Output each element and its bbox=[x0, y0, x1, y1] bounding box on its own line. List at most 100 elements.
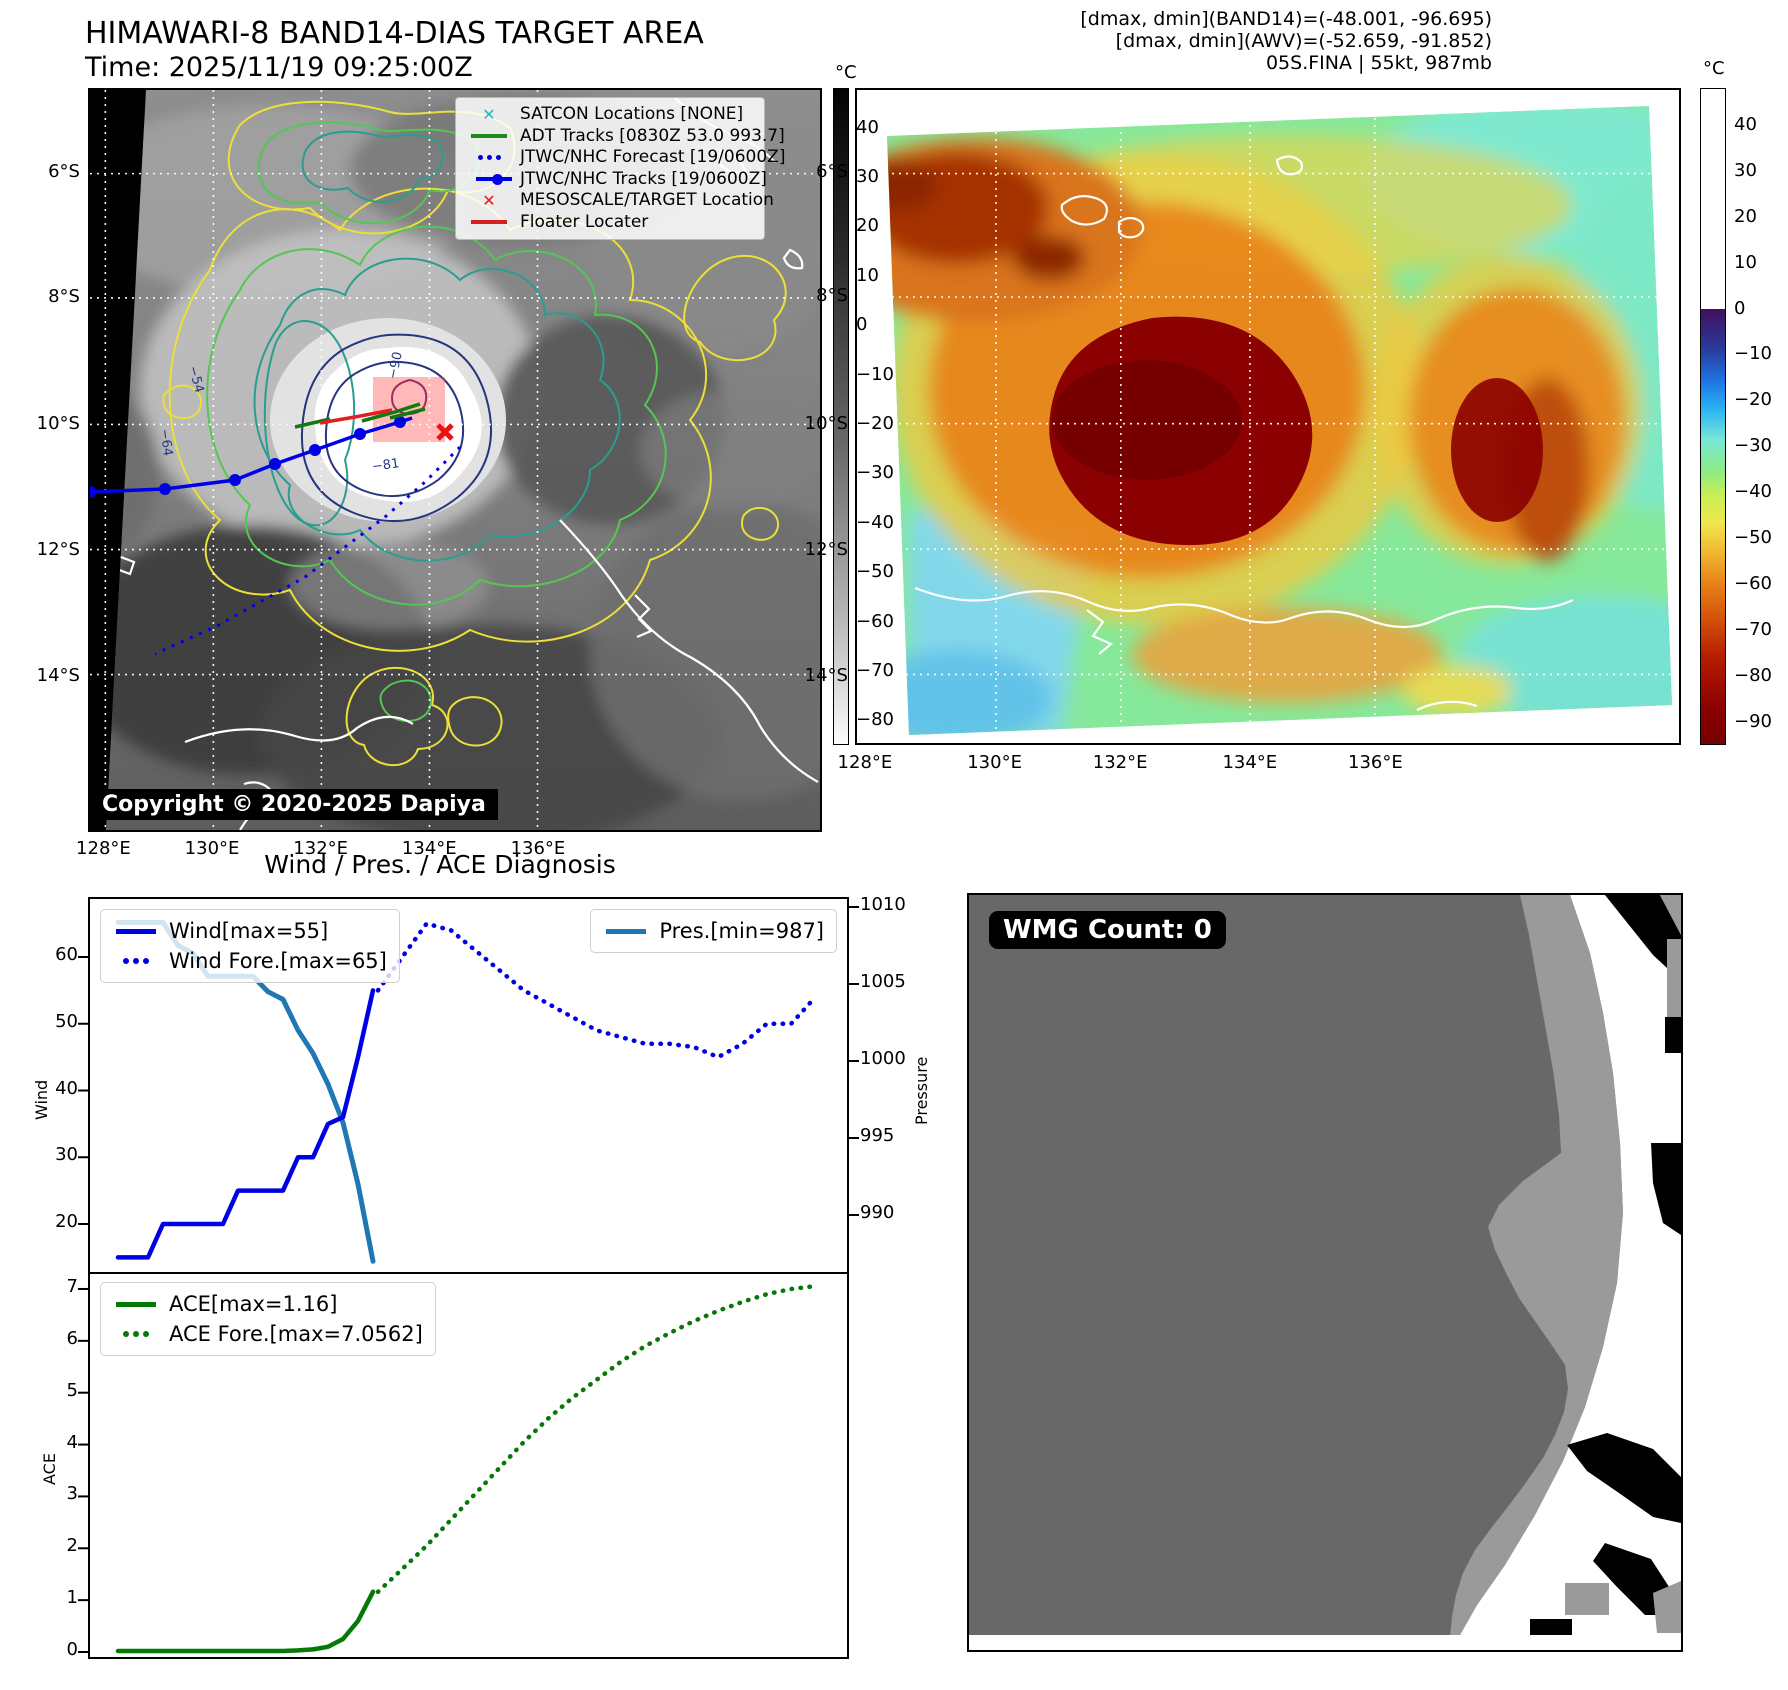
left-map-lat-tick: 14°S bbox=[37, 665, 80, 686]
map-legend-item-4-label: MESOSCALE/TARGET Location bbox=[520, 190, 774, 212]
ace-tick: 4 bbox=[67, 1432, 78, 1453]
pressure-tick: 1005 bbox=[860, 971, 906, 992]
map-legend-item-2-label: JTWC/NHC Forecast [19/0600Z] bbox=[520, 147, 785, 169]
ace-tick: 2 bbox=[67, 1535, 78, 1556]
pressure-tick: 1000 bbox=[860, 1048, 906, 1069]
ace-axis-label: ACE bbox=[40, 1453, 59, 1485]
ace-fore-legend-item-label: ACE Fore.[max=7.0562] bbox=[169, 1319, 423, 1349]
band14-colorbar-tick: −70 bbox=[856, 660, 894, 681]
wind-fore-legend-item-label: Wind Fore.[max=65] bbox=[169, 946, 387, 976]
awv-colorbar-tick: −30 bbox=[1734, 435, 1772, 456]
left-map-lon-tick: 130°E bbox=[185, 838, 240, 859]
x-marker-icon: ✕ bbox=[466, 190, 512, 212]
line-sample-icon bbox=[113, 929, 159, 934]
map-legend-item-5: Floater Locater bbox=[466, 212, 754, 234]
pres-legend-item-label: Pres.[min=987] bbox=[659, 916, 824, 946]
ace-legend: ACE[max=1.16]ACE Fore.[max=7.0562] bbox=[100, 1282, 436, 1356]
pressure-tick: 1010 bbox=[860, 894, 906, 915]
x-marker-icon: ✕ bbox=[466, 104, 512, 126]
ace-tick: 5 bbox=[67, 1380, 78, 1401]
left-map-lon-tick: 134°E bbox=[402, 838, 457, 859]
wind-fore-legend-item: Wind Fore.[max=65] bbox=[113, 946, 387, 976]
awv-colorbar-tick: −80 bbox=[1734, 665, 1772, 686]
right-map-lat-tick: 10°S bbox=[805, 413, 848, 434]
map-legend-item-3-label: JTWC/NHC Tracks [19/0600Z] bbox=[520, 169, 767, 191]
right-map-lon-tick: 130°E bbox=[967, 752, 1022, 773]
wmg-mask-panel[interactable]: WMG Count: 0 bbox=[967, 893, 1683, 1652]
timestamp-label: Time: 2025/11/19 09:25:00Z bbox=[85, 52, 473, 83]
storm-id-intensity-label: 05S.FINA | 55kt, 987mb bbox=[1266, 52, 1492, 74]
line-dot-sample-icon bbox=[466, 174, 512, 185]
line-sample-icon bbox=[466, 134, 512, 138]
right-map-lon-tick: 128°E bbox=[838, 752, 893, 773]
left-map-lon-tick: 136°E bbox=[511, 838, 566, 859]
dmax-dmin-band14-label: [dmax, dmin](BAND14)=(-48.001, -96.695) bbox=[1080, 8, 1492, 30]
right-map-lat-tick: 6°S bbox=[816, 161, 848, 182]
wind-tick: 40 bbox=[55, 1078, 78, 1099]
pressure-axis-label: Pressure bbox=[912, 1057, 931, 1125]
band14-colorbar-tick: −50 bbox=[856, 561, 894, 582]
left-map-lat-tick: 8°S bbox=[48, 286, 80, 307]
ace-fore-legend-item: ACE Fore.[max=7.0562] bbox=[113, 1319, 423, 1349]
wind-axis-label: Wind bbox=[32, 1080, 51, 1120]
right-map-lat-tick: 8°S bbox=[816, 285, 848, 306]
wind-tick: 30 bbox=[55, 1144, 78, 1165]
pressure-tick: 990 bbox=[860, 1202, 894, 1223]
right-map-lon-tick: 132°E bbox=[1093, 752, 1148, 773]
map-legend: ✕ SATCON Locations [NONE]ADT Tracks [0830… bbox=[455, 97, 765, 240]
awv-colorbar-tick: 30 bbox=[1734, 160, 1757, 181]
awv-colorbar-tick: −50 bbox=[1734, 527, 1772, 548]
wind-legend-item-label: Wind[max=55] bbox=[169, 916, 328, 946]
wind-tick: 20 bbox=[55, 1211, 78, 1232]
coldest-inner-blob bbox=[1052, 360, 1242, 480]
awv-color-map[interactable] bbox=[855, 88, 1681, 745]
awv-colorbar-tick: −40 bbox=[1734, 481, 1772, 502]
band14-colorbar-tick: −80 bbox=[856, 709, 894, 730]
right-map-lat-tick: 12°S bbox=[805, 539, 848, 560]
awv-colorbar-tick: 40 bbox=[1734, 114, 1757, 135]
cold-blob-right bbox=[1451, 378, 1543, 522]
awv-colorbar-tick: −70 bbox=[1734, 619, 1772, 640]
band14-colorbar-unit: °C bbox=[835, 62, 857, 83]
wmg-mask-art bbox=[969, 895, 1681, 1650]
ace-legend-item: ACE[max=1.16] bbox=[113, 1289, 423, 1319]
map-legend-item-0-label: SATCON Locations [NONE] bbox=[520, 104, 743, 126]
left-map-lat-tick: 12°S bbox=[37, 539, 80, 560]
wind-legend-item: Wind[max=55] bbox=[113, 916, 387, 946]
line-sample-icon bbox=[603, 929, 649, 934]
band14-colorbar-tick: 20 bbox=[856, 215, 879, 236]
dmax-dmin-awv-label: [dmax, dmin](AWV)=(-52.659, -91.852) bbox=[1116, 30, 1492, 52]
mesoscale-target-box bbox=[373, 377, 445, 442]
band14-colorbar-tick: −20 bbox=[856, 413, 894, 434]
wmg-bottom-strip bbox=[969, 1635, 1681, 1650]
right-map-lat-tick: 14°S bbox=[805, 665, 848, 686]
map-legend-item-1-label: ADT Tracks [0830Z 53.0 993.7] bbox=[520, 126, 785, 148]
pressure-legend: Pres.[min=987] bbox=[590, 909, 837, 953]
awv-colorbar-tick: 20 bbox=[1734, 206, 1757, 227]
page-title: HIMAWARI-8 BAND14-DIAS TARGET AREA bbox=[85, 16, 704, 51]
line-sample-icon bbox=[466, 220, 512, 224]
copyright-label: Copyright © 2020-2025 Dapiya bbox=[90, 789, 498, 820]
awv-colorbar-unit: °C bbox=[1703, 58, 1725, 79]
band14-colorbar-tick: 30 bbox=[856, 166, 879, 187]
awv-map-art bbox=[857, 90, 1679, 743]
left-map-lat-tick: 10°S bbox=[37, 413, 80, 434]
band14-ir-map[interactable]: ✕ SATCON Locations [NONE]ADT Tracks [0830… bbox=[88, 88, 822, 832]
wind-pressure-chart[interactable]: Wind[max=55]Wind Fore.[max=65] Pres.[min… bbox=[88, 897, 849, 1276]
map-legend-item-2: JTWC/NHC Forecast [19/0600Z] bbox=[466, 147, 754, 169]
pressure-tick: 995 bbox=[860, 1125, 894, 1146]
right-map-lon-tick: 134°E bbox=[1222, 752, 1277, 773]
map-legend-item-1: ADT Tracks [0830Z 53.0 993.7] bbox=[466, 126, 754, 148]
ace-tick: 6 bbox=[67, 1328, 78, 1349]
wind-tick: 60 bbox=[55, 944, 78, 965]
ace-tick: 3 bbox=[67, 1483, 78, 1504]
awv-colorbar-tick: −60 bbox=[1734, 573, 1772, 594]
band14-colorbar-tick: 10 bbox=[856, 265, 879, 286]
dotted-line-sample-icon bbox=[466, 155, 512, 160]
band14-colorbar-tick: −40 bbox=[856, 512, 894, 533]
dotted-line-sample-icon bbox=[113, 958, 159, 964]
wind-legend: Wind[max=55]Wind Fore.[max=65] bbox=[100, 909, 400, 983]
left-map-lon-tick: 132°E bbox=[293, 838, 348, 859]
awv-colorbar-tick: −20 bbox=[1734, 389, 1772, 410]
ace-chart[interactable]: ACE[max=1.16]ACE Fore.[max=7.0562] bbox=[88, 1272, 849, 1659]
